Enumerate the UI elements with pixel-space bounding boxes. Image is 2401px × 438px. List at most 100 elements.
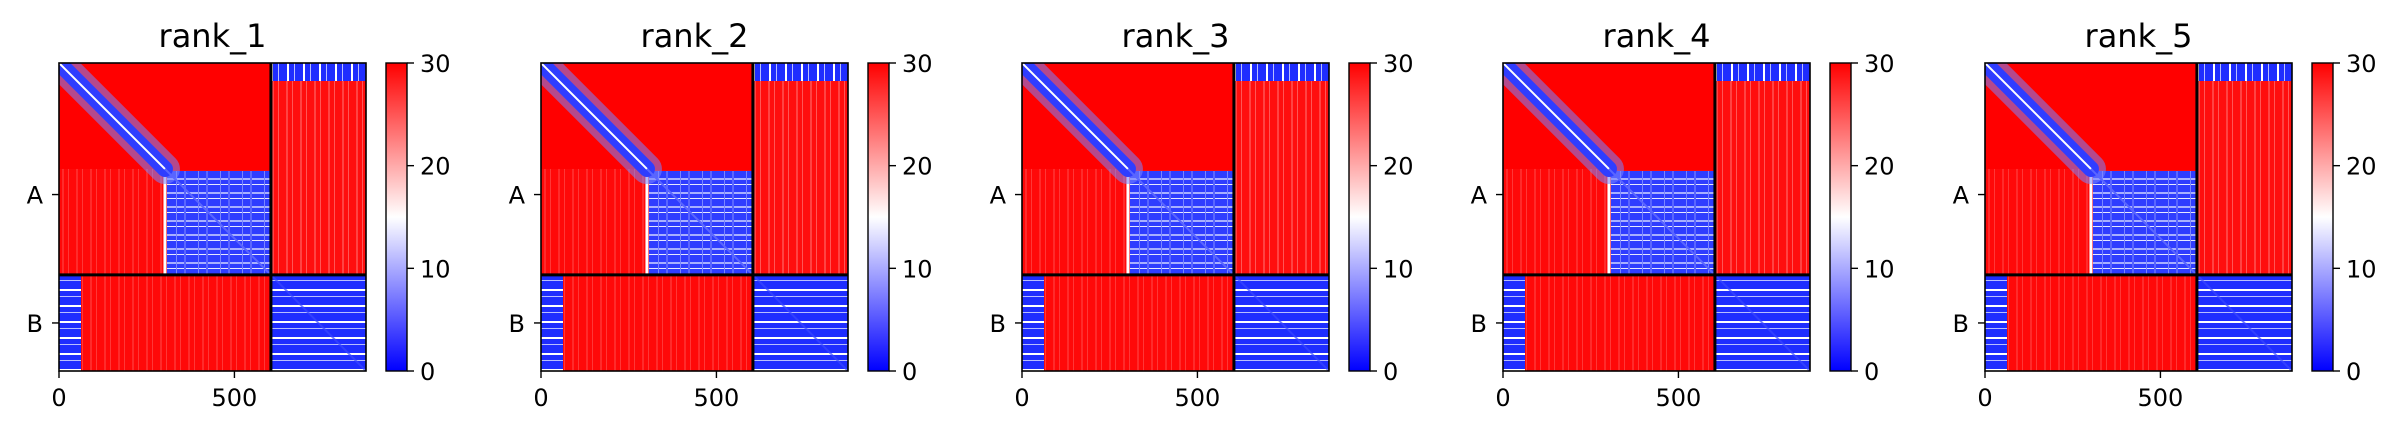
colorbar: 0 10 20 30 (867, 50, 933, 386)
ba-left-cols (59, 274, 81, 371)
y-tick-label-B: B (1471, 310, 1487, 338)
ab-top-rows (752, 63, 848, 81)
colorbar: 0 10 20 30 (385, 50, 451, 386)
panel-3: rank_3 0 500 A B 0 10 20 30 (990, 17, 1414, 412)
panel-title: rank_1 (159, 17, 267, 55)
block-ba (1022, 274, 1234, 371)
colorbar-gradient (1829, 62, 1852, 372)
ab-top-rows (1233, 63, 1329, 81)
colorbar-tick-label: 10 (1864, 255, 1895, 283)
y-tick-label-B: B (990, 310, 1006, 338)
block-ab (752, 63, 848, 275)
colorbar-gradient (385, 62, 408, 372)
block-aa-lower (1503, 168, 1609, 275)
panel-title: rank_3 (1122, 17, 1230, 55)
block-ab (2196, 63, 2292, 275)
panel-5: rank_5 0 500 A B 0 10 20 30 (1953, 17, 2377, 412)
colorbar-gradient (1348, 62, 1371, 372)
x-tick-label: 500 (1656, 384, 1702, 412)
x-tick-label: 0 (1495, 384, 1510, 412)
x-tick-label: 0 (1014, 384, 1029, 412)
block-ab (1714, 63, 1810, 275)
x-tick-label: 0 (51, 384, 66, 412)
x-tick-label: 500 (212, 384, 258, 412)
colorbar-tick-label: 10 (902, 255, 933, 283)
colorbar-tick-label: 20 (1383, 153, 1414, 181)
colorbar-gradient (2311, 62, 2334, 372)
colorbar-tick-label: 30 (902, 50, 933, 78)
block-ba (1503, 274, 1715, 371)
heatmap (541, 63, 848, 371)
colorbar-tick-label: 0 (1383, 358, 1398, 386)
heatmap (1503, 63, 1810, 371)
colorbar-tick-label: 0 (1864, 358, 1879, 386)
colorbar-tick-label: 0 (902, 358, 917, 386)
diagonal-line (1022, 63, 1129, 170)
axes-frame (1984, 62, 2293, 372)
colorbar: 0 10 20 30 (1348, 50, 1414, 386)
x-tick-label: 0 (533, 384, 548, 412)
block-aa-lower (541, 168, 647, 275)
colorbar-tick-label: 20 (902, 153, 933, 181)
y-tick-label-B: B (27, 310, 43, 338)
ab-top-rows (2196, 63, 2292, 81)
block-ab (270, 63, 366, 275)
x-tick-label: 500 (694, 384, 740, 412)
axes-frame (540, 62, 849, 372)
colorbar-tick-label: 0 (420, 358, 435, 386)
y-tick-label-A: A (990, 182, 1007, 210)
ba-left-cols (1503, 274, 1525, 371)
colorbar-tick-label: 30 (1864, 50, 1895, 78)
diagonal-line (1503, 63, 1610, 170)
axes-frame (1502, 62, 1811, 372)
colorbar-tick-label: 30 (1383, 50, 1414, 78)
panel-title: rank_2 (641, 17, 749, 55)
ba-left-cols (1985, 274, 2007, 371)
block-aa-lower (1022, 168, 1128, 275)
ba-left-cols (1022, 274, 1044, 371)
colorbar-tick-label: 20 (1864, 153, 1895, 181)
heatmap (59, 63, 366, 371)
y-tick-label-A: A (1471, 182, 1488, 210)
block-ba (541, 274, 753, 371)
axes-frame (58, 62, 367, 372)
colorbar: 0 10 20 30 (1829, 50, 1895, 386)
panel-2: rank_2 0 500 A B 0 10 20 30 (509, 17, 933, 412)
diagonal-line (541, 63, 648, 170)
block-aa-lower (59, 168, 165, 275)
x-tick-label: 500 (1175, 384, 1221, 412)
block-aa-lower (1985, 168, 2091, 275)
colorbar: 0 10 20 30 (2311, 50, 2377, 386)
colorbar-tick-label: 20 (420, 153, 451, 181)
panel-title: rank_5 (2085, 17, 2193, 55)
block-ba (1985, 274, 2197, 371)
panel-title: rank_4 (1603, 17, 1711, 55)
colorbar-tick-label: 10 (2346, 255, 2377, 283)
ba-left-cols (541, 274, 563, 371)
colorbar-tick-label: 20 (2346, 153, 2377, 181)
ab-top-rows (1714, 63, 1810, 81)
block-ab (1233, 63, 1329, 275)
colorbar-gradient (867, 62, 890, 372)
diagonal-line (59, 63, 166, 170)
colorbar-tick-label: 10 (1383, 255, 1414, 283)
heatmap (1985, 63, 2292, 371)
panel-4: rank_4 0 500 A B 0 10 20 30 (1471, 17, 1895, 412)
x-tick-label: 0 (1977, 384, 1992, 412)
y-tick-label-A: A (27, 182, 44, 210)
diagonal-line (1985, 63, 2092, 170)
panel-1: rank_1 0 500 A B 0 10 20 30 (27, 17, 451, 412)
y-tick-label-A: A (509, 182, 526, 210)
colorbar-tick-label: 0 (2346, 358, 2361, 386)
x-tick-label: 500 (2138, 384, 2184, 412)
y-tick-label-B: B (1953, 310, 1969, 338)
y-tick-label-A: A (1953, 182, 1970, 210)
y-tick-label-B: B (509, 310, 525, 338)
colorbar-tick-label: 30 (420, 50, 451, 78)
heatmap (1022, 63, 1329, 371)
axes-frame (1021, 62, 1330, 372)
block-ba (59, 274, 271, 371)
ab-top-rows (270, 63, 366, 81)
colorbar-tick-label: 30 (2346, 50, 2377, 78)
